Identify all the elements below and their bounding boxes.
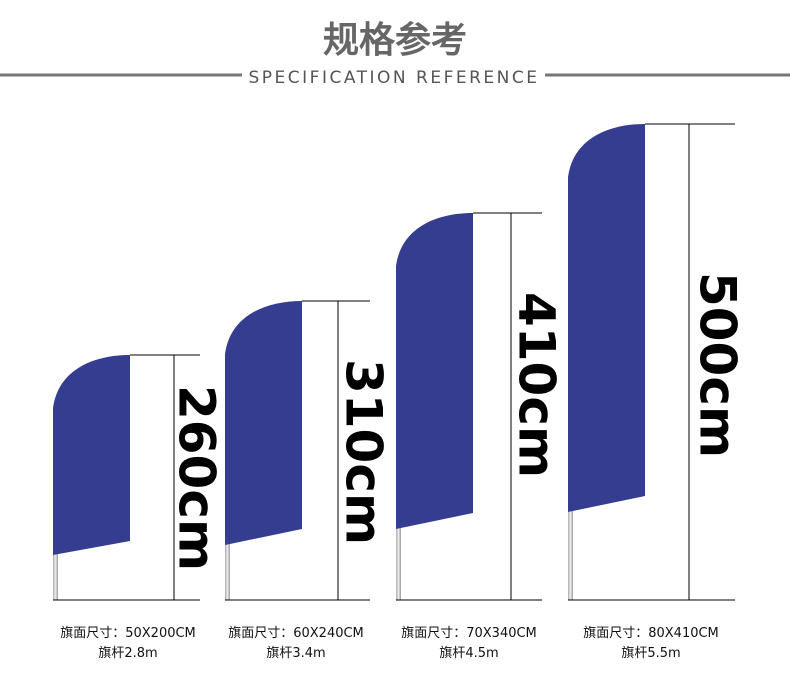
flag	[53, 355, 130, 555]
height-label: 260cm	[168, 385, 226, 571]
pole-size: 旗杆5.5m	[621, 645, 680, 661]
height-label: 310cm	[335, 359, 393, 545]
height-label: 410cm	[508, 292, 566, 478]
flag	[568, 124, 645, 512]
pole-size: 旗杆4.5m	[439, 645, 498, 661]
flags: 260cm 旗面尺寸：50X200CM 旗杆2.8m 310cm 旗面尺寸：60X240…	[53, 123, 747, 661]
title: 规格参考	[323, 20, 467, 61]
flag-size: 旗面尺寸：50X200CM	[60, 625, 196, 641]
pole-size: 旗杆3.4m	[266, 645, 325, 661]
flag	[396, 213, 473, 529]
flag	[225, 301, 302, 545]
flag-size: 旗面尺寸：80X410CM	[583, 625, 719, 641]
pole	[53, 553, 58, 600]
pole	[568, 510, 573, 600]
height-label: 500cm	[689, 272, 747, 458]
pole-size: 旗杆2.8m	[98, 645, 157, 661]
pole	[225, 543, 230, 600]
pole	[396, 527, 401, 600]
flag-size: 旗面尺寸：60X240CM	[228, 625, 364, 641]
flag-size: 旗面尺寸：70X340CM	[401, 625, 537, 641]
subtitle: SPECIFICATION REFERENCE	[249, 68, 540, 88]
